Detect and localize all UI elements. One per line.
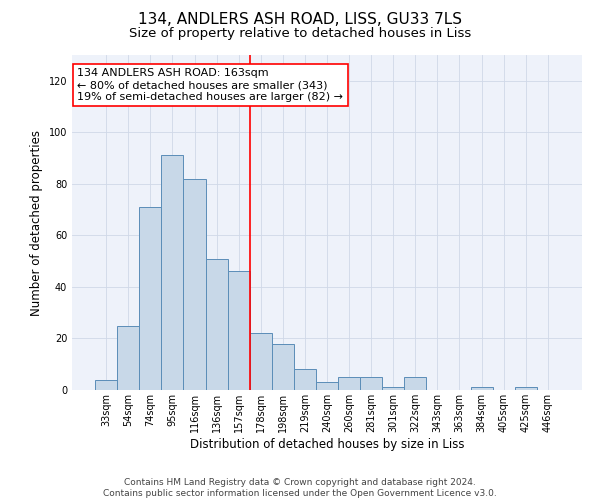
Bar <box>184 178 206 390</box>
Bar <box>316 382 338 390</box>
Bar <box>382 388 404 390</box>
Bar <box>470 388 493 390</box>
Text: 134 ANDLERS ASH ROAD: 163sqm
← 80% of detached houses are smaller (343)
19% of s: 134 ANDLERS ASH ROAD: 163sqm ← 80% of de… <box>77 68 343 102</box>
Bar <box>139 207 161 390</box>
Bar <box>161 156 184 390</box>
Bar <box>206 258 227 390</box>
X-axis label: Distribution of detached houses by size in Liss: Distribution of detached houses by size … <box>190 438 464 450</box>
Text: Contains HM Land Registry data © Crown copyright and database right 2024.
Contai: Contains HM Land Registry data © Crown c… <box>103 478 497 498</box>
Bar <box>95 380 117 390</box>
Bar <box>272 344 294 390</box>
Bar <box>117 326 139 390</box>
Bar <box>404 377 427 390</box>
Bar <box>515 388 537 390</box>
Text: Size of property relative to detached houses in Liss: Size of property relative to detached ho… <box>129 28 471 40</box>
Bar <box>294 370 316 390</box>
Bar <box>227 272 250 390</box>
Text: 134, ANDLERS ASH ROAD, LISS, GU33 7LS: 134, ANDLERS ASH ROAD, LISS, GU33 7LS <box>138 12 462 28</box>
Bar <box>250 334 272 390</box>
Bar <box>338 377 360 390</box>
Y-axis label: Number of detached properties: Number of detached properties <box>30 130 43 316</box>
Bar <box>360 377 382 390</box>
